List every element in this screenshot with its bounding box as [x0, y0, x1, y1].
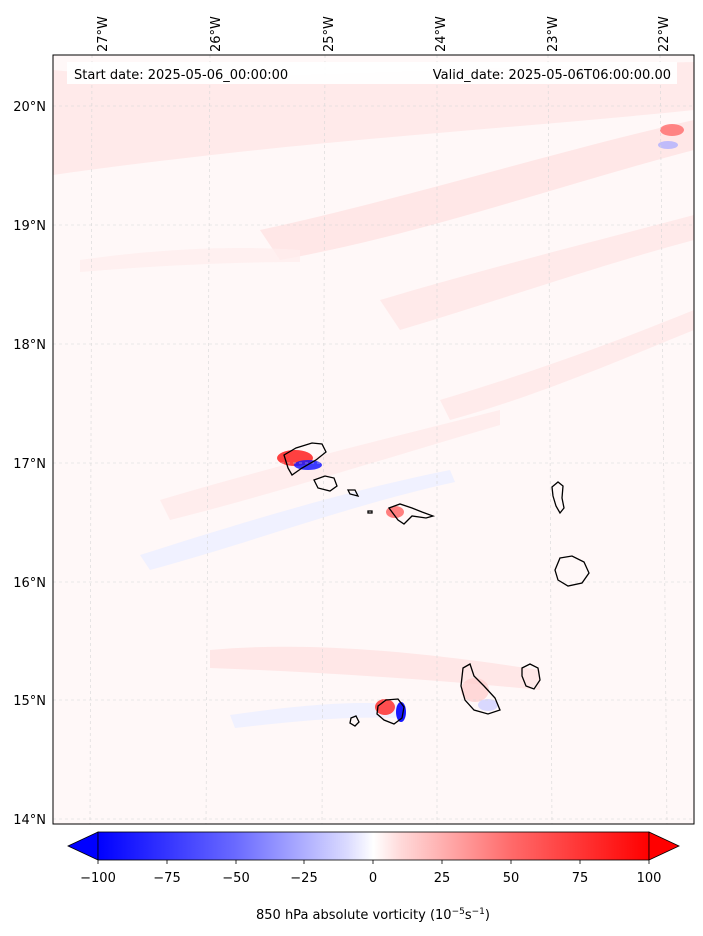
- start-date-label: Start date: 2025-05-06_00:00:00: [74, 68, 288, 83]
- vorticity-band: [140, 470, 455, 570]
- colorbar-label-exp2: −1: [472, 907, 485, 917]
- colorbar-tick-labels: −100 −75 −50 −25 0 25 50 75 100: [80, 871, 661, 886]
- latitude-label: 18°N: [13, 338, 46, 353]
- vorticity-band: [380, 215, 694, 330]
- colorbar: −100 −75 −50 −25 0 25 50 75 100 850 hPa …: [67, 831, 680, 923]
- colorbar-tick-label: −25: [290, 871, 317, 886]
- graticule: [53, 54, 694, 825]
- island-raso: [367, 510, 373, 514]
- island-boa-vista: [554, 555, 590, 587]
- colorbar-body: [97, 831, 650, 861]
- vorticity-band: [80, 248, 300, 272]
- colorbar-label-exp1: −5: [452, 907, 465, 917]
- longitude-label: 23°W: [546, 16, 561, 52]
- colorbar-tick-label: −75: [153, 871, 180, 886]
- vorticity-max: [660, 124, 684, 136]
- meridian-line: [659, 54, 668, 825]
- colorbar-tick-label: 100: [637, 871, 662, 886]
- vorticity-field: [53, 62, 694, 728]
- meridian-line: [89, 54, 93, 825]
- date-header: Start date: 2025-05-06_00:00:00 Valid_da…: [67, 62, 677, 84]
- colorbar-label-end: ): [485, 908, 490, 923]
- island-sal: [551, 481, 565, 515]
- colorbar-extend-left: [67, 831, 99, 861]
- longitude-label: 24°W: [434, 16, 449, 52]
- latitude-label: 14°N: [13, 813, 46, 828]
- longitude-label: 25°W: [322, 16, 337, 52]
- colorbar-label-mid: s: [465, 908, 472, 923]
- longitude-label: 22°W: [657, 16, 672, 52]
- latitude-label: 20°N: [13, 100, 46, 115]
- vorticity-band: [210, 646, 540, 690]
- longitude-label: 27°W: [96, 16, 111, 52]
- coastlines: [283, 442, 590, 727]
- colorbar-tick-label: 0: [369, 871, 377, 886]
- latitude-label: 17°N: [13, 457, 46, 472]
- island-fogo: [376, 698, 405, 725]
- date-header-box: [67, 62, 677, 84]
- map-background: [53, 55, 694, 824]
- colorbar-tick-label: 75: [572, 871, 589, 886]
- island-santo-antao: [283, 442, 327, 476]
- vorticity-band: [160, 410, 500, 520]
- island-brava: [349, 715, 360, 727]
- island-santa-luzia: [346, 489, 360, 497]
- colorbar-label: 850 hPa absolute vorticity (10−5s−1): [256, 907, 490, 923]
- vorticity-min: [658, 141, 678, 149]
- colorbar-tick-label: 50: [503, 871, 520, 886]
- island-sao-vicente: [313, 475, 338, 492]
- latitude-label: 15°N: [13, 694, 46, 709]
- colorbar-ticks: [97, 860, 650, 864]
- longitude-labels: 27°W 26°W 25°W 24°W 23°W 22°W: [96, 16, 672, 52]
- colorbar-tick-label: −100: [80, 871, 116, 886]
- map-border: [52, 54, 695, 825]
- latitude-label: 19°N: [13, 219, 46, 234]
- vorticity-band: [53, 62, 694, 175]
- meridian-line: [547, 54, 553, 825]
- valid-date-label: Valid_date: 2025-05-06T06:00:00.00: [433, 68, 671, 83]
- colorbar-tick-label: −50: [222, 871, 249, 886]
- colorbar-label-main: 850 hPa absolute vorticity (10: [256, 908, 452, 923]
- map-panel: [52, 54, 695, 825]
- latitude-labels: 20°N 19°N 18°N 17°N 16°N 15°N 14°N: [13, 100, 46, 828]
- meridian-line: [205, 54, 211, 825]
- colorbar-extend-right: [648, 831, 680, 861]
- longitude-label: 26°W: [209, 16, 224, 52]
- vorticity-band: [440, 310, 694, 420]
- colorbar-tick-label: 25: [434, 871, 451, 886]
- vorticity-min: [478, 699, 498, 711]
- vorticity-band: [230, 703, 400, 728]
- latitude-label: 16°N: [13, 576, 46, 591]
- meridian-line: [321, 54, 326, 825]
- vorticity-band: [260, 120, 694, 260]
- vorticity-max: [375, 699, 395, 715]
- island-santiago: [460, 663, 501, 715]
- island-sao-nicolau: [387, 503, 436, 525]
- island-maio: [521, 663, 541, 690]
